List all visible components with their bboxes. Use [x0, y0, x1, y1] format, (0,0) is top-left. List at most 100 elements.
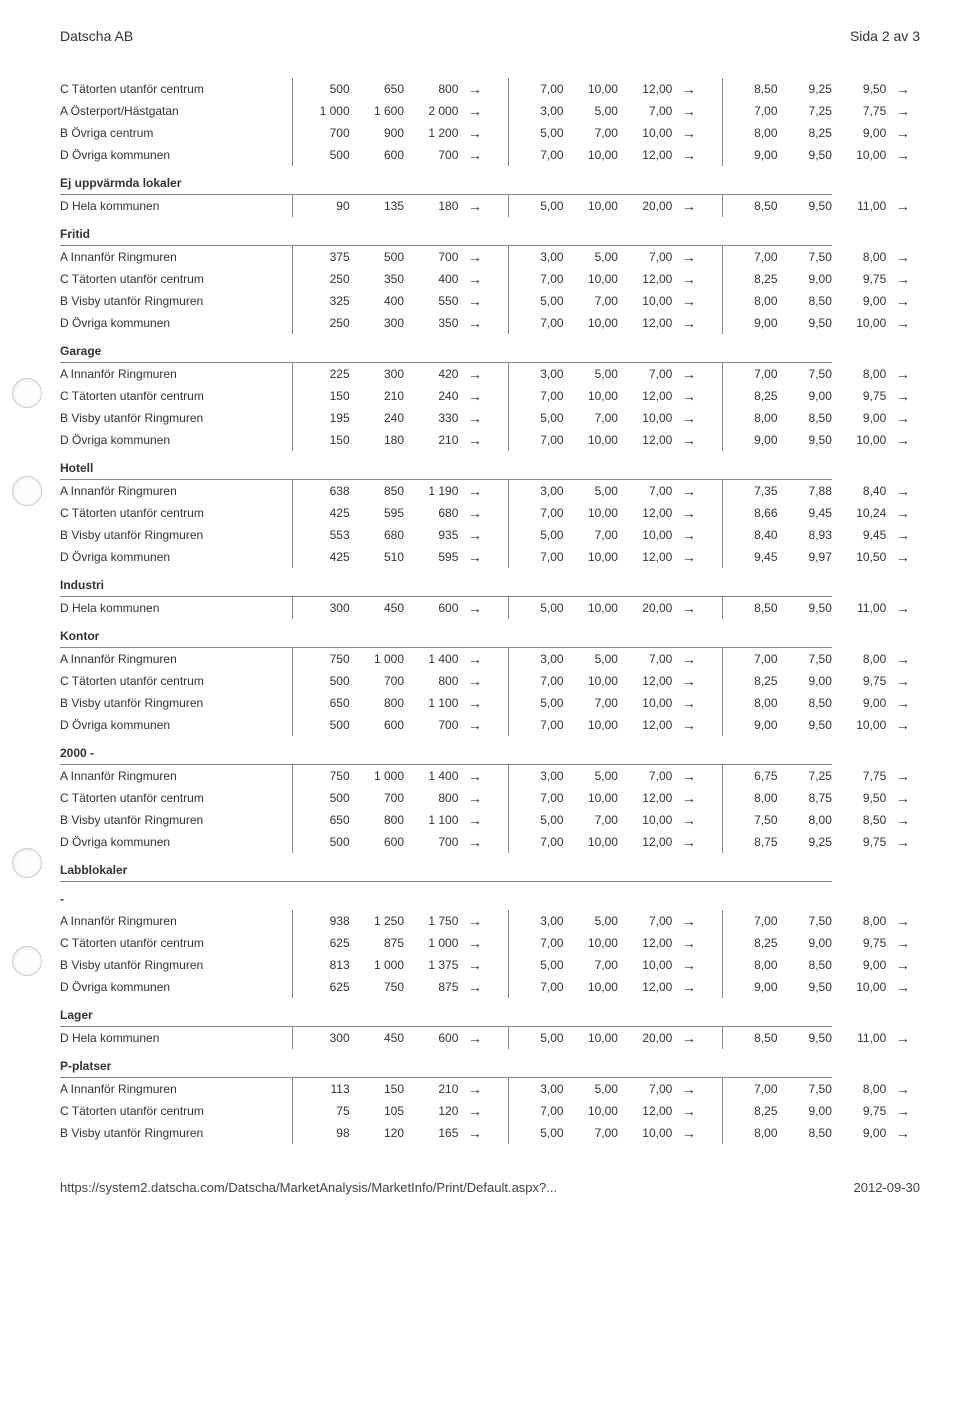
value-cell: 9,50 [778, 1027, 832, 1050]
value-cell: 8,40 [832, 480, 886, 503]
arrow-icon: → [886, 290, 919, 312]
value-cell: 1 400 [404, 765, 458, 788]
value-cell: 20,00 [618, 195, 672, 218]
value-cell: 7,00 [509, 546, 563, 568]
section-header: Ej uppvärmda lokaler [60, 166, 920, 195]
arrow-icon: → [672, 524, 705, 546]
value-cell: 875 [350, 932, 404, 954]
company-name: Datscha AB [60, 28, 133, 44]
arrow-icon: → [672, 765, 705, 788]
arrow-icon: → [672, 910, 705, 932]
arrow-icon: → [458, 195, 491, 218]
value-cell: 9,00 [778, 670, 832, 692]
table-row: A Österport/Hästgatan1 0001 6002 000→3,0… [60, 100, 920, 122]
value-cell: 11,00 [832, 597, 886, 620]
value-cell: 12,00 [618, 976, 672, 998]
value-cell: 5,00 [564, 100, 618, 122]
arrow-icon: → [458, 648, 491, 671]
table-row: C Tätorten utanför centrum500650800→7,00… [60, 78, 920, 100]
value-cell: 9,00 [723, 429, 777, 451]
value-cell: 1 000 [350, 765, 404, 788]
arrow-icon: → [458, 246, 491, 269]
value-cell: 800 [350, 809, 404, 831]
value-cell: 9,00 [778, 932, 832, 954]
value-cell: 8,93 [778, 524, 832, 546]
value-cell: 9,50 [778, 714, 832, 736]
value-cell: 10,00 [832, 976, 886, 998]
value-cell: 7,00 [564, 692, 618, 714]
value-cell: 875 [404, 976, 458, 998]
value-cell: 10,00 [564, 1027, 618, 1050]
arrow-icon: → [886, 546, 919, 568]
value-cell: 9,45 [832, 524, 886, 546]
value-cell: 12,00 [618, 787, 672, 809]
value-cell: 7,88 [778, 480, 832, 503]
arrow-icon: → [886, 480, 919, 503]
value-cell: 8,50 [723, 597, 777, 620]
table-row: D Hela kommunen300450600→5,0010,0020,00→… [60, 1027, 920, 1050]
section-header: Labblokaler [60, 853, 920, 882]
value-cell: 350 [350, 268, 404, 290]
arrow-icon: → [886, 1122, 919, 1144]
value-cell: 12,00 [618, 78, 672, 100]
value-cell: 9,00 [778, 268, 832, 290]
value-cell: 7,00 [509, 312, 563, 334]
punch-hole [12, 946, 42, 976]
value-cell: 700 [293, 122, 350, 144]
value-cell: 7,25 [778, 100, 832, 122]
arrow-icon: → [886, 648, 919, 671]
value-cell: 8,40 [723, 524, 777, 546]
value-cell: 11,00 [832, 195, 886, 218]
value-cell: 7,00 [618, 246, 672, 269]
arrow-icon: → [886, 670, 919, 692]
value-cell: 10,00 [564, 1100, 618, 1122]
table-row: C Tätorten utanför centrum500700800→7,00… [60, 787, 920, 809]
value-cell: 9,25 [778, 831, 832, 853]
value-cell: 7,00 [723, 363, 777, 386]
value-cell: 250 [293, 312, 350, 334]
value-cell: 300 [350, 312, 404, 334]
arrow-icon: → [672, 597, 705, 620]
arrow-icon: → [672, 195, 705, 218]
value-cell: 7,00 [509, 831, 563, 853]
arrow-icon: → [458, 831, 491, 853]
table-row: A Innanför Ringmuren9381 2501 750→3,005,… [60, 910, 920, 932]
value-cell: 1 200 [404, 122, 458, 144]
value-cell: 8,00 [832, 1078, 886, 1101]
value-cell: 500 [293, 670, 350, 692]
arrow-icon: → [672, 122, 705, 144]
value-cell: 10,00 [564, 597, 618, 620]
table-row: B Visby utanför Ringmuren195240330→5,007… [60, 407, 920, 429]
value-cell: 800 [404, 670, 458, 692]
arrow-icon: → [458, 809, 491, 831]
value-cell: 7,00 [618, 765, 672, 788]
value-cell: 12,00 [618, 1100, 672, 1122]
value-cell: 10,00 [618, 122, 672, 144]
section-title: Fritid [60, 217, 832, 246]
value-cell: 5,00 [509, 1122, 563, 1144]
arrow-icon: → [886, 765, 919, 788]
value-cell: 75 [293, 1100, 350, 1122]
value-cell: 7,00 [509, 385, 563, 407]
value-cell: 600 [350, 144, 404, 166]
value-cell: 10,00 [564, 144, 618, 166]
row-label: D Hela kommunen [60, 597, 292, 620]
value-cell: 5,00 [509, 524, 563, 546]
value-cell: 5,00 [509, 122, 563, 144]
value-cell: 1 000 [404, 932, 458, 954]
value-cell: 9,45 [778, 502, 832, 524]
row-label: D Hela kommunen [60, 1027, 292, 1050]
table-row: B Visby utanför Ringmuren98120165→5,007,… [60, 1122, 920, 1144]
arrow-icon: → [672, 429, 705, 451]
value-cell: 5,00 [509, 407, 563, 429]
value-cell: 7,00 [564, 524, 618, 546]
value-cell: 120 [350, 1122, 404, 1144]
arrow-icon: → [458, 290, 491, 312]
value-cell: 7,00 [564, 809, 618, 831]
value-cell: 7,00 [618, 1078, 672, 1101]
value-cell: 510 [350, 546, 404, 568]
value-cell: 8,25 [723, 385, 777, 407]
arrow-icon: → [672, 809, 705, 831]
value-cell: 210 [350, 385, 404, 407]
arrow-icon: → [886, 831, 919, 853]
